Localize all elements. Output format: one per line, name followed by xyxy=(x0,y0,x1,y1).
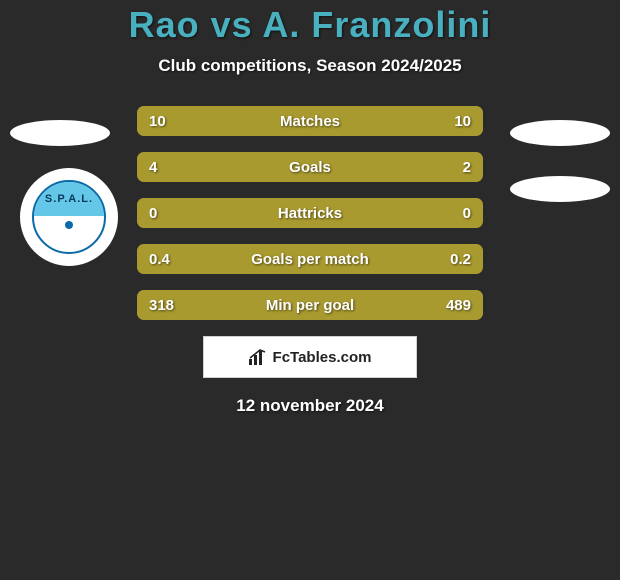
stat-right-value: 0.2 xyxy=(450,251,471,268)
stat-right-value: 10 xyxy=(454,113,471,130)
content-area: S.P.A.L. 10 Matches 10 4 Goals 2 0 Hattricks 0 0.… xyxy=(0,106,620,416)
stat-left-value: 0 xyxy=(149,205,157,222)
brand-box: FcTables.com xyxy=(203,336,417,378)
club-logo-dot-icon xyxy=(65,221,73,229)
stat-right-value: 489 xyxy=(446,297,471,314)
stat-name: Matches xyxy=(280,113,340,130)
club-left-logo: S.P.A.L. xyxy=(20,168,118,266)
brand-chart-icon xyxy=(249,349,267,365)
stat-left-value: 318 xyxy=(149,297,174,314)
stat-row: 0 Hattricks 0 xyxy=(137,198,483,228)
stat-row: 318 Min per goal 489 xyxy=(137,290,483,320)
stat-right-value: 2 xyxy=(463,159,471,176)
stat-left-value: 10 xyxy=(149,113,166,130)
stat-row: 10 Matches 10 xyxy=(137,106,483,136)
page-title: Rao vs A. Franzolini xyxy=(0,0,620,46)
player-right-placeholder-icon xyxy=(510,120,610,146)
comparison-card: Rao vs A. Franzolini Club competitions, … xyxy=(0,0,620,580)
stat-label-wrap: 318 Min per goal 489 xyxy=(137,290,483,320)
stat-name: Min per goal xyxy=(266,297,354,314)
stat-label-wrap: 0 Hattricks 0 xyxy=(137,198,483,228)
stat-name: Goals per match xyxy=(251,251,369,268)
subtitle: Club competitions, Season 2024/2025 xyxy=(0,56,620,76)
player-left-placeholder-icon xyxy=(10,120,110,146)
stat-name: Hattricks xyxy=(278,205,342,222)
club-right-placeholder-icon xyxy=(510,176,610,202)
stat-bars: 10 Matches 10 4 Goals 2 0 Hattricks 0 0.4 Goals pe… xyxy=(137,106,483,320)
stat-label-wrap: 4 Goals 2 xyxy=(137,152,483,182)
stat-left-value: 0.4 xyxy=(149,251,170,268)
club-logo-text: S.P.A.L. xyxy=(34,182,104,216)
stat-row: 4 Goals 2 xyxy=(137,152,483,182)
stat-left-value: 4 xyxy=(149,159,157,176)
stat-label-wrap: 0.4 Goals per match 0.2 xyxy=(137,244,483,274)
date-line: 12 november 2024 xyxy=(0,396,620,416)
stat-label-wrap: 10 Matches 10 xyxy=(137,106,483,136)
stat-row: 0.4 Goals per match 0.2 xyxy=(137,244,483,274)
brand-text: FcTables.com xyxy=(273,349,372,366)
stat-right-value: 0 xyxy=(463,205,471,222)
stat-name: Goals xyxy=(289,159,331,176)
club-logo-inner: S.P.A.L. xyxy=(32,180,106,254)
